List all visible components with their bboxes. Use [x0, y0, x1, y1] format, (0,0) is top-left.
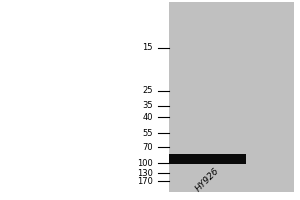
Text: 70: 70 [142, 142, 153, 152]
Text: 130: 130 [137, 168, 153, 178]
Text: 100: 100 [137, 158, 153, 168]
Text: 170: 170 [137, 176, 153, 186]
Text: 15: 15 [142, 44, 153, 52]
Text: 35: 35 [142, 102, 153, 110]
Text: 25: 25 [142, 86, 153, 95]
Text: 40: 40 [142, 112, 153, 121]
Bar [169, 154, 246, 164]
Bar [169, 2, 294, 192]
Text: HY926: HY926 [194, 166, 221, 193]
Text: 55: 55 [142, 129, 153, 138]
